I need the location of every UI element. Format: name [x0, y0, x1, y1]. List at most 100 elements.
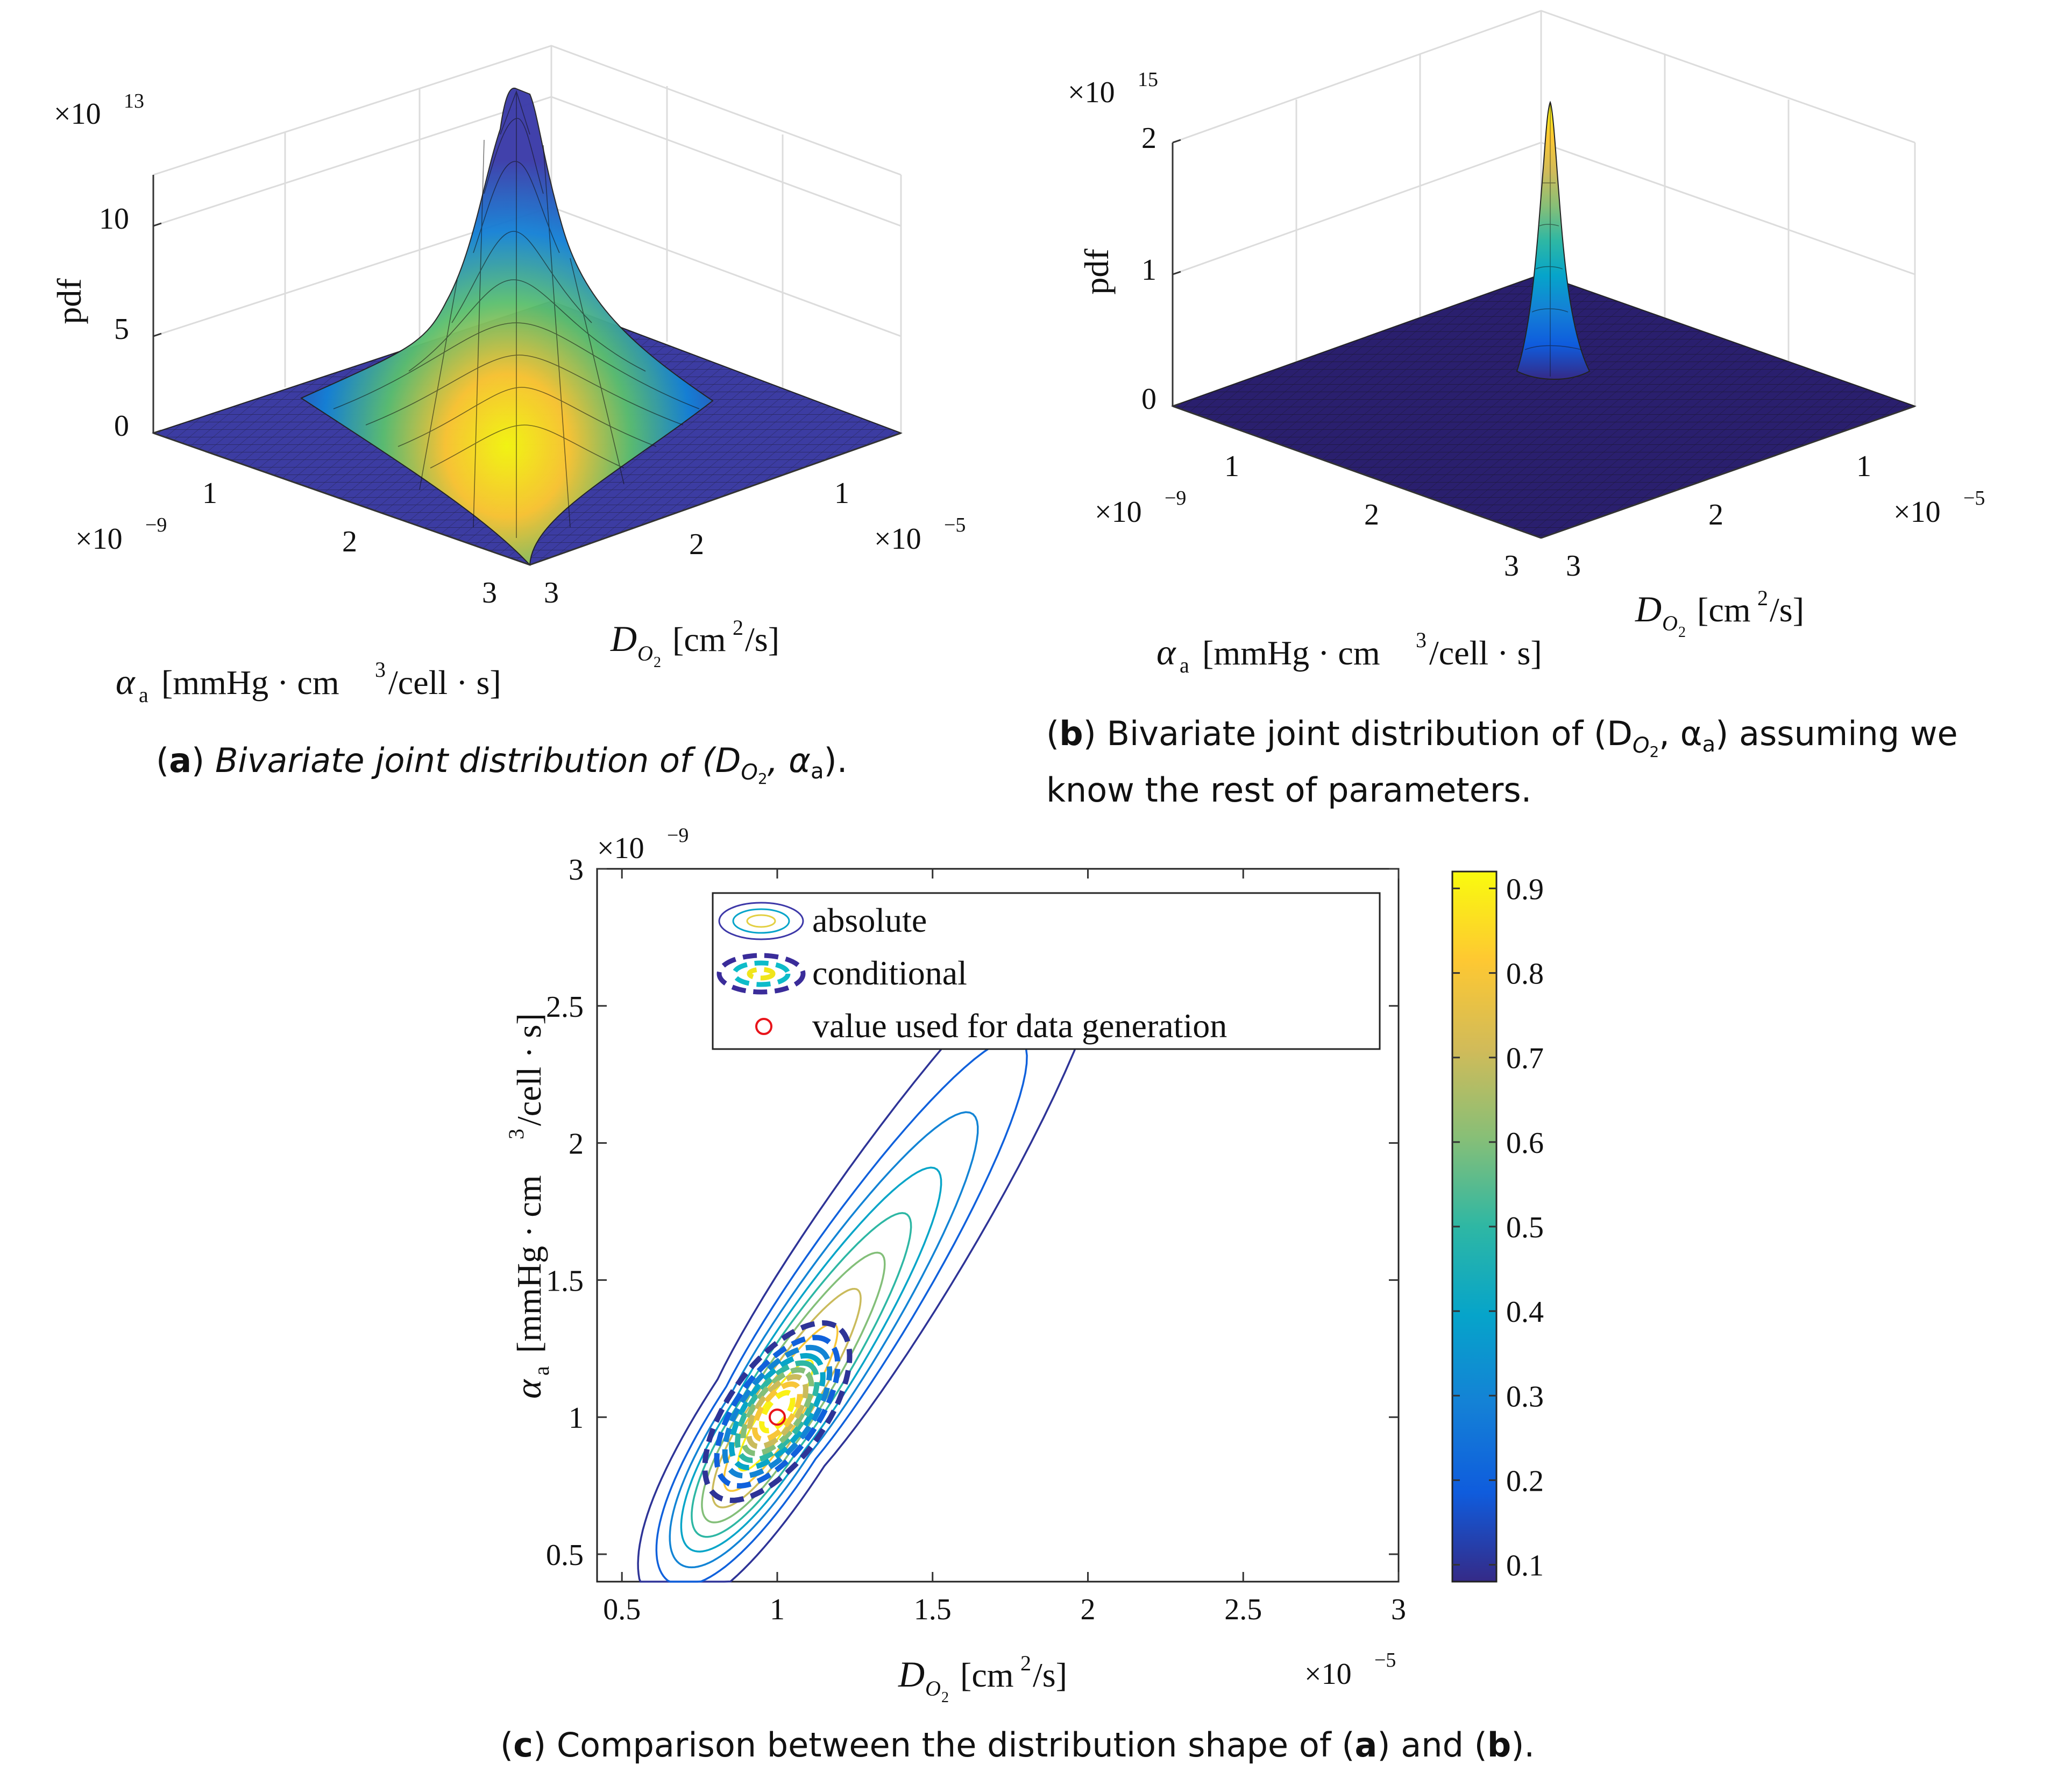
colorbar-tick-0: 0.1 — [1506, 1549, 1544, 1583]
panel-a-x-exp-base: ×10 — [874, 522, 921, 556]
d-symbol: D — [1635, 589, 1662, 629]
d-subsub: 2 — [654, 654, 661, 671]
cap-b-rest: , α — [1659, 714, 1702, 753]
panel-a-x-ticks: 3 2 1 — [544, 477, 849, 610]
d-units-sup: 2 — [733, 615, 743, 640]
alpha-units: [mmHg · cm — [161, 663, 339, 702]
colorbar-tick-3: 0.4 — [1506, 1295, 1544, 1329]
panel-a-z-exponent: ×10 13 — [54, 90, 144, 131]
absolute-contour-level-6 — [711, 1287, 862, 1508]
conditional-contour-level-3 — [729, 1352, 826, 1471]
d-units: [cm — [960, 1656, 1014, 1694]
panel-a-y-ticks: 1 2 3 — [202, 477, 497, 610]
panel-b-x-tick-2: 2 — [1708, 498, 1723, 532]
panel-c-x-exp-power: −5 — [1374, 1649, 1396, 1671]
panel-b-z-label: pdf — [1077, 249, 1116, 295]
panel-b-y-exponent: ×10 −9 — [1095, 487, 1186, 529]
d-units-end: /s] — [1770, 591, 1804, 629]
panel-a-x-axis-line — [529, 432, 902, 566]
cap-c-text: Comparison between the distribution shap… — [557, 1725, 1355, 1765]
cap-a-open: ( — [156, 741, 169, 780]
alpha-units-end: /cell · s] — [510, 1013, 548, 1126]
panel-b-y-tick-2: 2 — [1364, 498, 1379, 532]
svg-text:(c) Comparison between the dis: (c) Comparison between the distribution … — [500, 1725, 1535, 1765]
panel-b-z-exp-power: 15 — [1138, 68, 1158, 91]
cap-a-close: ) — [191, 741, 215, 780]
alpha-units-sup: 3 — [504, 1129, 528, 1139]
cap-a-rest: , α — [768, 741, 811, 780]
true-value-marker — [768, 1408, 786, 1426]
cap-b-close: ) — [1083, 714, 1107, 753]
cap-a-subsub: 2 — [758, 770, 768, 788]
absolute-contour-level-1 — [655, 1037, 1028, 1583]
cap-b-sub: O — [1633, 733, 1649, 758]
cap-b-subsub: 2 — [1649, 743, 1659, 761]
panel-c-y-exp-base: ×10 — [597, 832, 644, 865]
panel-c-caption: (c) Comparison between the distribution … — [500, 1725, 1535, 1765]
panel-a-x-exp-power: −5 — [944, 514, 966, 536]
panel-b-y-axis-line — [1172, 405, 1542, 539]
cap-a-rest-sub: a — [811, 759, 824, 784]
colorbar-tick-7: 0.8 — [1506, 958, 1544, 991]
panel-b-x-tick-3: 3 — [1566, 549, 1581, 583]
panel-b-z-tick-2: 2 — [1141, 122, 1156, 155]
panel-a-y-tick-2: 2 — [342, 525, 357, 558]
panel-a-z-tick-0: 0 — [114, 409, 129, 443]
colorbar-tick-4: 0.5 — [1506, 1211, 1544, 1244]
panel-b-y-label: α a [mmHg · cm 3 /cell · s] — [1156, 628, 1542, 677]
panel-b-z-ticks: 0 1 2 — [1141, 122, 1181, 416]
d-subsub: 2 — [941, 1689, 949, 1706]
panel-a-surface-mesh-lines — [333, 90, 700, 538]
legend-conditional-swatch — [716, 953, 806, 995]
alpha-units: [mmHg · cm — [1202, 634, 1380, 672]
colorbar-tick-5: 0.6 — [1506, 1127, 1544, 1160]
panel-c-y-tick-5: 3 — [569, 853, 584, 887]
d-units-end: /s] — [1033, 1656, 1067, 1694]
cap-b-end: ) assuming we — [1715, 714, 1958, 753]
panel-a-z-ticks: 0 5 10 — [99, 202, 162, 443]
panel-c-conditional-contours — [702, 1320, 853, 1503]
d-sub: O — [925, 1676, 941, 1701]
absolute-contour-level-0 — [637, 917, 1108, 1583]
cap-a-sub: O — [741, 760, 757, 785]
panel-b-y-tick-3: 3 — [1504, 549, 1519, 583]
panel-a-z-label: pdf — [50, 278, 88, 324]
panel-c-y-tick-0: 0.5 — [546, 1539, 584, 1572]
d-units-end: /s] — [745, 620, 779, 658]
d-units: [cm — [672, 620, 726, 658]
panel-b-z-exponent: ×10 15 — [1068, 68, 1158, 109]
panel-b-surface-mesh-lines — [1524, 102, 1582, 377]
alpha-units: [mmHg · cm — [510, 1175, 548, 1353]
cap-a-text: Bivariate joint distribution of (D — [215, 741, 741, 780]
cap-c-letter: c — [513, 1725, 533, 1765]
legend-marker-label: value used for data generation — [812, 1007, 1227, 1045]
d-sub: O — [1662, 611, 1678, 635]
panel-c-x-exponent: ×10 −5 — [1304, 1649, 1396, 1691]
panel-a-x-exponent: ×10 −5 — [874, 514, 966, 556]
legend-conditional-label: conditional — [812, 954, 967, 992]
panel-b-y-exp-power: −9 — [1165, 487, 1186, 509]
panel-b-x-label: D O 2 [cm 2 /s] — [1635, 586, 1804, 641]
conditional-contour-level-5 — [740, 1367, 814, 1456]
panel-b-x-ticks: 3 2 1 — [1566, 450, 1871, 583]
conditional-contour-level-4 — [735, 1360, 820, 1463]
absolute-contour-level-4 — [691, 1212, 912, 1538]
panel-c-x-tick-3: 2 — [1080, 1593, 1095, 1626]
panel-a-z-tick-5: 5 — [114, 313, 129, 346]
panel-a-y-axis-line — [153, 432, 530, 566]
panel-a-z-tick-10: 10 — [99, 202, 129, 236]
cap-c-mid: ) and ( — [1377, 1725, 1487, 1765]
cap-b-letter: b — [1059, 714, 1083, 753]
conditional-contour-level-0 — [702, 1320, 853, 1503]
alpha-units-sup: 3 — [1416, 628, 1427, 652]
panel-c-colorbar: 0.1 0.2 0.3 0.4 0.5 0.6 0.7 0.8 0.9 — [1451, 870, 1544, 1583]
legend-absolute-swatch — [718, 902, 804, 940]
svg-text:(b) Bivariate joint distributi: (b) Bivariate joint distribution of (DO2… — [1046, 714, 1958, 761]
panel-a-y-exp-base: ×10 — [75, 522, 123, 556]
panel-a-z-exp-power: 13 — [124, 90, 144, 112]
panel-a-y-label: α a [mmHg · cm 3 /cell · s] — [116, 657, 501, 707]
panel-b-z-tick-1: 1 — [1141, 253, 1156, 287]
cap-c-ref-b: b — [1487, 1725, 1511, 1765]
alpha-symbol: α — [508, 1379, 549, 1399]
colorbar-tick-1: 0.2 — [1506, 1464, 1544, 1498]
